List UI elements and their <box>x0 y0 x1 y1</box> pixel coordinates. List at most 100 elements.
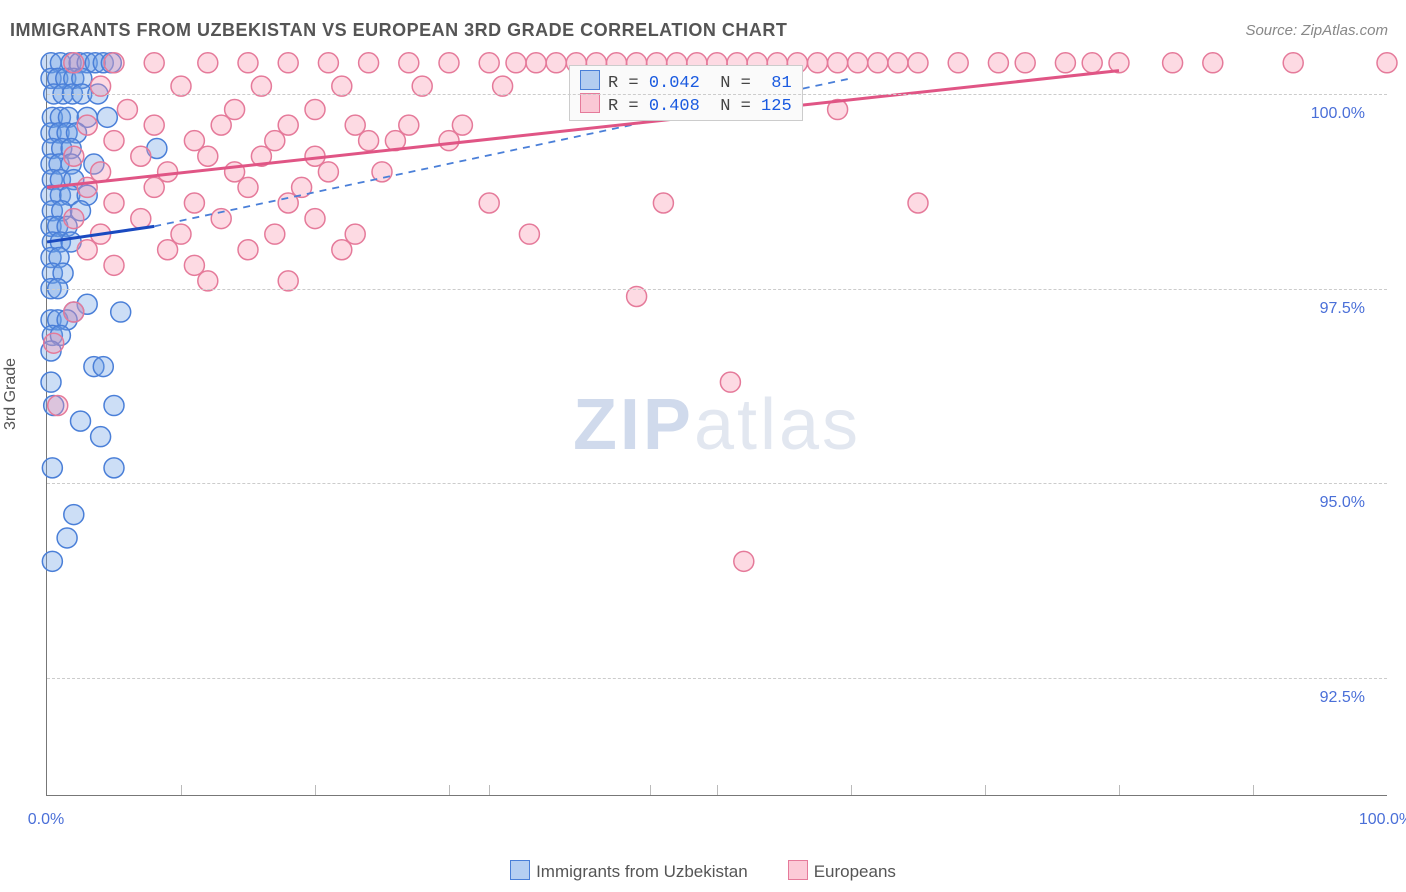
scatter-point <box>104 458 124 478</box>
legend-swatch <box>510 860 530 880</box>
scatter-point <box>1377 53 1397 73</box>
scatter-point <box>104 193 124 213</box>
gridline-h <box>47 94 1387 95</box>
scatter-svg <box>47 55 1387 795</box>
scatter-point <box>64 505 84 525</box>
scatter-point <box>948 53 968 73</box>
scatter-point <box>111 302 131 322</box>
scatter-point <box>77 177 97 197</box>
scatter-point <box>41 372 61 392</box>
plot-area: ZIPatlas R = 0.042 N = 81R = 0.408 N = 1… <box>46 55 1387 796</box>
x-tick-minor <box>449 785 450 795</box>
gridline-h <box>47 483 1387 484</box>
scatter-point <box>720 372 740 392</box>
chart-title: IMMIGRANTS FROM UZBEKISTAN VS EUROPEAN 3… <box>10 20 787 41</box>
scatter-point <box>1015 53 1035 73</box>
scatter-point <box>888 53 908 73</box>
x-tick-minor <box>650 785 651 795</box>
scatter-point <box>653 193 673 213</box>
scatter-point <box>359 53 379 73</box>
scatter-point <box>359 131 379 151</box>
x-tick-minor <box>181 785 182 795</box>
scatter-point <box>64 209 84 229</box>
scatter-point <box>198 53 218 73</box>
x-tick-label: 100.0% <box>1359 811 1406 829</box>
scatter-point <box>238 240 258 260</box>
scatter-point <box>1163 53 1183 73</box>
scatter-point <box>144 115 164 135</box>
scatter-point <box>1283 53 1303 73</box>
scatter-point <box>71 411 91 431</box>
scatter-point <box>64 302 84 322</box>
scatter-point <box>439 53 459 73</box>
x-tick-minor <box>1253 785 1254 795</box>
scatter-point <box>848 53 868 73</box>
legend-swatch <box>788 860 808 880</box>
x-tick-minor <box>315 785 316 795</box>
scatter-point <box>265 224 285 244</box>
scatter-point <box>238 177 258 197</box>
scatter-point <box>318 162 338 182</box>
scatter-point <box>184 193 204 213</box>
scatter-point <box>238 53 258 73</box>
scatter-point <box>44 333 64 353</box>
legend-label: Immigrants from Uzbekistan <box>536 862 748 881</box>
legend-item: Europeans <box>788 862 896 881</box>
scatter-point <box>48 396 68 416</box>
scatter-point <box>77 240 97 260</box>
scatter-point <box>131 146 151 166</box>
scatter-point <box>1082 53 1102 73</box>
scatter-point <box>64 53 84 73</box>
y-tick-label: 92.5% <box>1320 689 1365 707</box>
scatter-point <box>42 458 62 478</box>
scatter-point <box>828 53 848 73</box>
scatter-point <box>131 209 151 229</box>
scatter-point <box>734 551 754 571</box>
scatter-point <box>526 53 546 73</box>
y-tick-label: 97.5% <box>1320 300 1365 318</box>
scatter-point <box>104 255 124 275</box>
scatter-point <box>868 53 888 73</box>
scatter-point <box>64 146 84 166</box>
scatter-point <box>318 53 338 73</box>
scatter-point <box>104 53 124 73</box>
legend-label: Europeans <box>814 862 896 881</box>
scatter-point <box>211 115 231 135</box>
scatter-point <box>908 53 928 73</box>
scatter-point <box>104 396 124 416</box>
gridline-h <box>47 289 1387 290</box>
scatter-point <box>104 131 124 151</box>
scatter-point <box>57 528 77 548</box>
scatter-point <box>305 209 325 229</box>
x-tick-minor <box>985 785 986 795</box>
legend-item: Immigrants from Uzbekistan <box>510 862 748 881</box>
scatter-point <box>479 53 499 73</box>
x-tick-minor <box>717 785 718 795</box>
y-tick-label: 100.0% <box>1311 105 1365 123</box>
scatter-point <box>144 177 164 197</box>
scatter-point <box>93 357 113 377</box>
scatter-point <box>97 107 117 127</box>
scatter-point <box>519 224 539 244</box>
scatter-point <box>144 53 164 73</box>
scatter-point <box>988 53 1008 73</box>
scatter-point <box>1055 53 1075 73</box>
gridline-h <box>47 678 1387 679</box>
scatter-point <box>305 100 325 120</box>
scatter-point <box>808 53 828 73</box>
scatter-point <box>91 427 111 447</box>
scatter-point <box>42 551 62 571</box>
x-tick-label: 0.0% <box>28 811 64 829</box>
x-tick-minor <box>1119 785 1120 795</box>
x-tick-minor <box>489 785 490 795</box>
scatter-point <box>908 193 928 213</box>
y-tick-label: 95.0% <box>1320 494 1365 512</box>
legend-bottom: Immigrants from Uzbekistan Europeans <box>0 860 1406 882</box>
scatter-point <box>77 115 97 135</box>
scatter-point <box>399 53 419 73</box>
scatter-point <box>1109 53 1129 73</box>
scatter-point <box>278 53 298 73</box>
scatter-point <box>158 240 178 260</box>
scatter-point <box>546 53 566 73</box>
scatter-point <box>1203 53 1223 73</box>
